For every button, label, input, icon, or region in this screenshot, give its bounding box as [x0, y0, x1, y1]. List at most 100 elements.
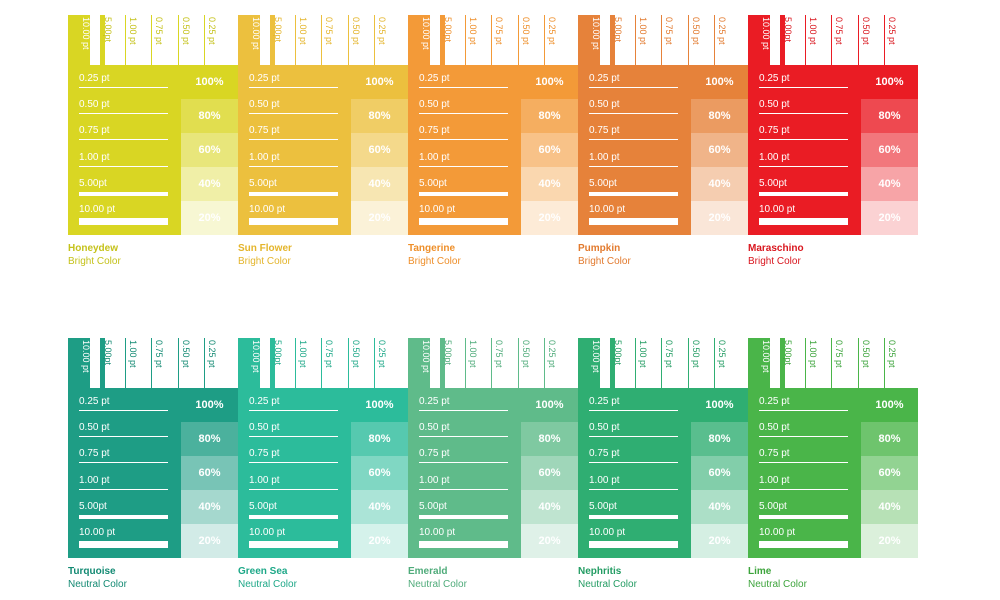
swatch-name: Emerald [408, 566, 448, 577]
swatch-category: Neutral Color [68, 579, 127, 590]
tint-swatch: 20% [521, 524, 578, 558]
horizontal-stroke-line [249, 489, 338, 490]
swatch-panel: 0.25 pt 0.50 pt 0.75 pt 1.00 pt 5.00pt 10.00 … [748, 388, 918, 558]
stroke-row: 1.00 pt [578, 471, 691, 497]
tint-swatch: 100% [351, 388, 408, 422]
vertical-stroke-label: 0.50 pt [181, 17, 191, 45]
vertical-stroke-label: 0.75 pt [154, 340, 164, 368]
vertical-stroke-line [440, 15, 445, 65]
swatch-panel: 0.25 pt 0.50 pt 0.75 pt 1.00 pt 5.00pt 10.00 … [68, 65, 238, 235]
vertical-stroke-label: 0.50 pt [691, 17, 701, 45]
vertical-stroke-line [858, 15, 859, 65]
tint-swatch: 80% [691, 422, 748, 456]
tint-swatch: 60% [861, 133, 918, 167]
horizontal-stroke-line [419, 462, 508, 463]
vertical-stroke-frame [578, 15, 588, 65]
vertical-stroke-label: 5.00pt [613, 17, 623, 43]
horizontal-stroke-line [419, 436, 508, 437]
vertical-stroke-label: 0.50 pt [521, 340, 531, 368]
tint-swatch: 40% [691, 490, 748, 524]
vertical-stroke-line [688, 15, 689, 65]
tint-column: 100% 80% 60% 40% 20% [691, 388, 748, 558]
stroke-row-label: 0.25 pt [419, 73, 450, 84]
horizontal-stroke-line [79, 541, 168, 548]
horizontal-stroke-line [759, 166, 848, 167]
tint-swatch: 20% [521, 201, 578, 235]
stroke-row-label: 0.75 pt [759, 448, 790, 459]
tint-swatch: 40% [521, 167, 578, 201]
tint-swatch: 80% [521, 422, 578, 456]
stroke-row: 1.00 pt [68, 471, 181, 497]
stroke-sample-block: 0.25 pt 0.50 pt 0.75 pt 1.00 pt 5.00pt 10.00 … [578, 388, 691, 558]
tint-swatch: 60% [351, 456, 408, 490]
stroke-row-label: 10.00 pt [419, 204, 456, 215]
stroke-row: 0.25 pt [578, 69, 691, 95]
stroke-row: 0.50 pt [408, 95, 521, 121]
horizontal-stroke-line [419, 87, 508, 88]
swatch-panel: 0.25 pt 0.50 pt 0.75 pt 1.00 pt 5.00pt 10.00 … [408, 65, 578, 235]
vertical-stroke-label: 0.75 pt [834, 17, 844, 45]
vertical-stroke-label: 0.25 pt [547, 340, 557, 368]
horizontal-stroke-line [419, 218, 508, 225]
horizontal-stroke-line [759, 113, 848, 114]
vertical-stroke-label: 0.75 pt [494, 340, 504, 368]
stroke-row-label: 0.25 pt [79, 73, 110, 84]
swatch-name: Sun Flower [238, 243, 292, 254]
tint-swatch: 80% [861, 422, 918, 456]
stroke-row-label: 1.00 pt [249, 475, 280, 486]
vertical-stroke-frame [578, 338, 588, 388]
vertical-stroke-samples: 10.00 pt 5.00pt 1.00 pt 0.75 pt 0.50 pt 0.25 … [408, 15, 578, 65]
vertical-stroke-label: 10.00 pt [761, 340, 771, 373]
stroke-row: 0.25 pt [68, 392, 181, 418]
vertical-stroke-line [518, 338, 519, 388]
horizontal-stroke-line [249, 87, 338, 88]
vertical-stroke-line [321, 338, 322, 388]
horizontal-stroke-line [79, 462, 168, 463]
stroke-row: 0.25 pt [68, 69, 181, 95]
tint-swatch: 40% [181, 167, 238, 201]
vertical-stroke-label: 0.25 pt [207, 17, 217, 45]
vertical-stroke-line [348, 15, 349, 65]
horizontal-stroke-line [249, 139, 338, 140]
vertical-stroke-line [588, 15, 600, 65]
tint-swatch: 100% [691, 65, 748, 99]
tint-swatch: 100% [691, 388, 748, 422]
stroke-row-label: 0.25 pt [79, 396, 110, 407]
stroke-row: 10.00 pt [748, 200, 861, 226]
stroke-row-label: 10.00 pt [589, 204, 626, 215]
tint-swatch: 80% [181, 99, 238, 133]
stroke-row: 5.00pt [238, 174, 351, 200]
vertical-stroke-label: 0.50 pt [691, 340, 701, 368]
vertical-stroke-line [151, 338, 152, 388]
vertical-stroke-line [270, 15, 275, 65]
horizontal-stroke-line [759, 192, 848, 196]
stroke-row-label: 5.00pt [249, 501, 277, 512]
stroke-row-label: 5.00pt [589, 178, 617, 189]
tint-swatch: 60% [861, 456, 918, 490]
vertical-stroke-line [610, 15, 615, 65]
vertical-stroke-label: 10.00 pt [251, 17, 261, 50]
tint-swatch: 100% [181, 388, 238, 422]
tint-column: 100% 80% 60% 40% 20% [521, 65, 578, 235]
vertical-stroke-line [248, 338, 260, 388]
horizontal-stroke-line [249, 113, 338, 114]
stroke-row-label: 0.50 pt [759, 422, 790, 433]
stroke-row-label: 0.50 pt [79, 99, 110, 110]
vertical-stroke-label: 5.00pt [273, 340, 283, 366]
stroke-row: 5.00pt [408, 497, 521, 523]
swatch-category: Neutral Color [238, 579, 297, 590]
swatch-panel: 0.25 pt 0.50 pt 0.75 pt 1.00 pt 5.00pt 10.00 … [238, 388, 408, 558]
stroke-row: 5.00pt [68, 497, 181, 523]
vertical-stroke-line [635, 338, 636, 388]
stroke-row: 0.25 pt [408, 392, 521, 418]
vertical-stroke-label: 0.50 pt [181, 340, 191, 368]
horizontal-stroke-line [79, 139, 168, 140]
stroke-row-label: 10.00 pt [419, 527, 456, 538]
vertical-stroke-label: 5.00pt [103, 340, 113, 366]
vertical-stroke-line [418, 15, 430, 65]
stroke-row: 0.50 pt [68, 95, 181, 121]
vertical-stroke-label: 10.00 pt [761, 17, 771, 50]
vertical-stroke-line [635, 15, 636, 65]
stroke-row-label: 0.25 pt [249, 396, 280, 407]
vertical-stroke-line [491, 15, 492, 65]
